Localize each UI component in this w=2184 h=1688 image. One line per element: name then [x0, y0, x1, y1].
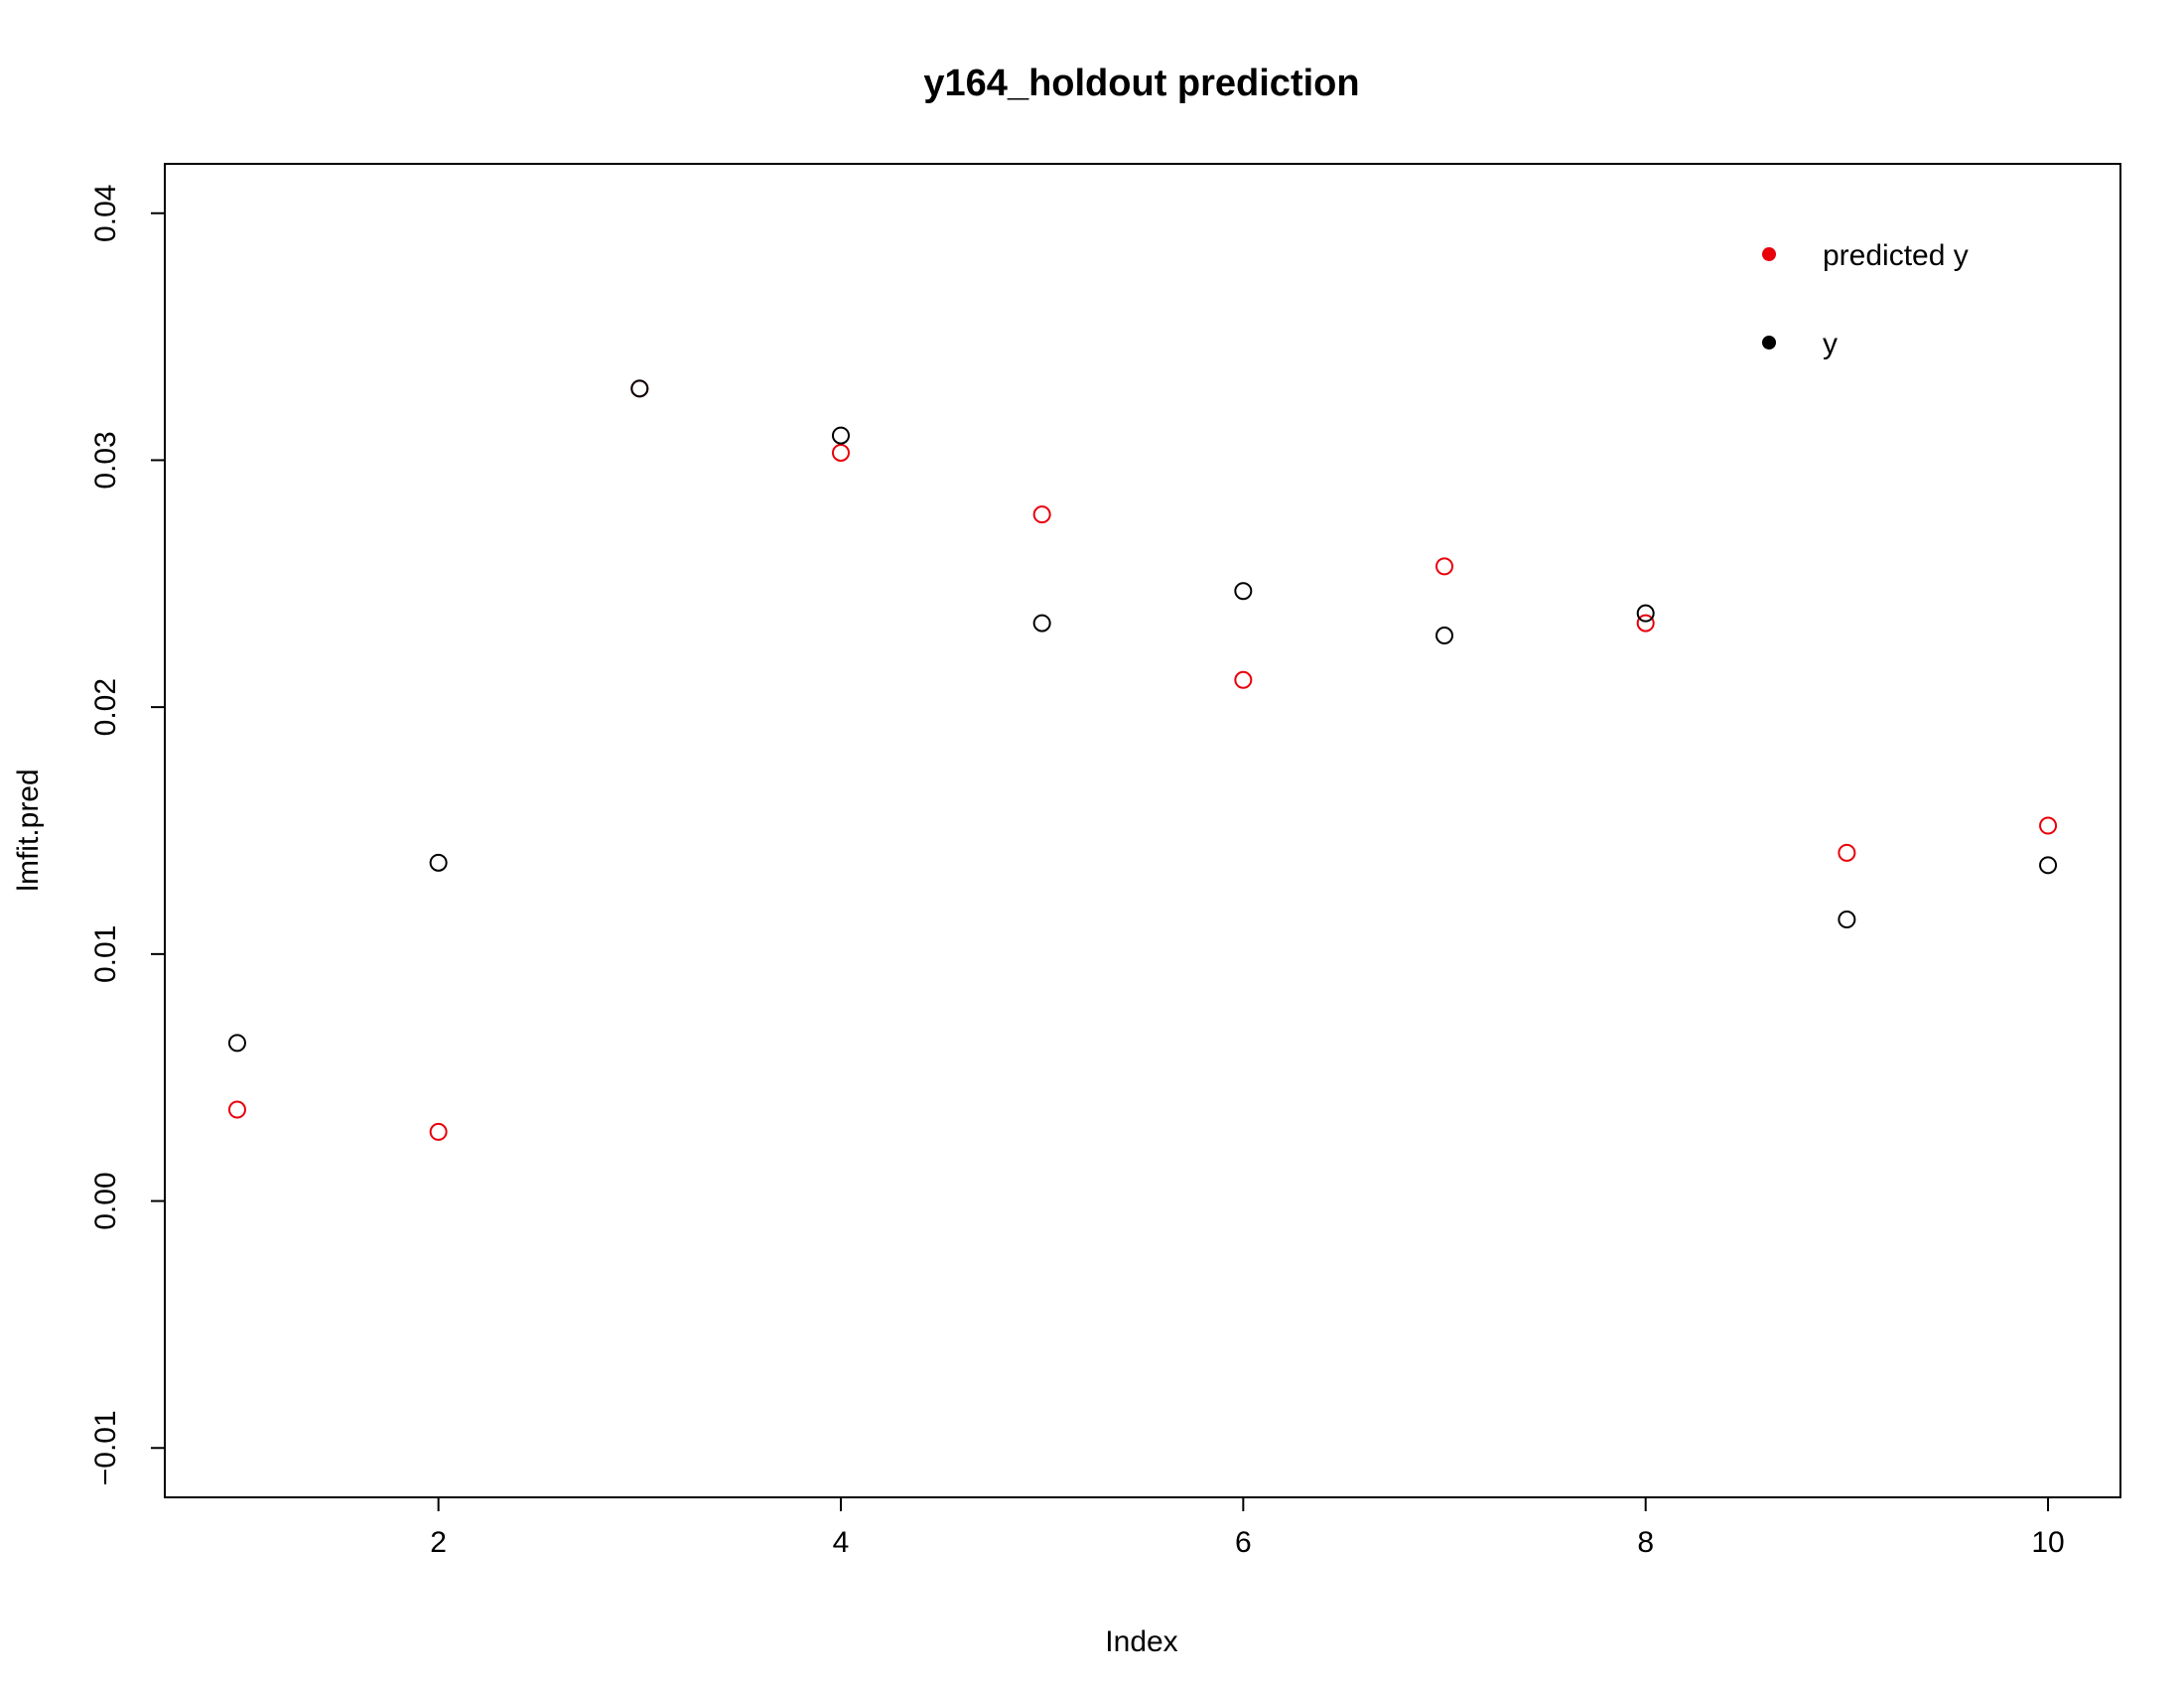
legend-label: predicted y: [1823, 239, 1969, 272]
data-point-y: [1435, 627, 1454, 645]
data-point-predicted-y: [831, 443, 850, 462]
x-tick-label: 6: [1235, 1526, 1252, 1559]
x-tick-label: 8: [1637, 1526, 1654, 1559]
y-tick-label: 0.03: [89, 431, 122, 489]
data-point-y: [831, 426, 850, 445]
data-point-y: [227, 1034, 246, 1053]
y-tick-label: −0.01: [89, 1410, 122, 1485]
data-point-predicted-y: [1636, 614, 1655, 633]
y-tick-label: 0.02: [89, 678, 122, 736]
y-tick-label: 0.01: [89, 925, 122, 983]
x-axis-label: Index: [1105, 1625, 1177, 1658]
data-point-y: [1838, 911, 1856, 929]
data-point-y: [1234, 582, 1253, 601]
x-axis: 2 4 6 8 10: [430, 1496, 2065, 1559]
legend: predicted y y: [1762, 239, 1969, 360]
data-points: [227, 379, 2058, 1141]
y-tick-label: 0.00: [89, 1172, 122, 1229]
x-tick-label: 4: [833, 1526, 850, 1559]
y-axis-label: lmfit.pred: [12, 769, 45, 891]
data-point-predicted-y: [1032, 505, 1051, 524]
x-tick-label: 10: [2031, 1526, 2064, 1559]
data-point-predicted-y: [429, 1122, 448, 1141]
data-point-predicted-y: [1435, 557, 1454, 576]
legend-marker: [1762, 247, 1776, 261]
data-point-y: [1032, 614, 1051, 633]
chart-title: y164_holdout prediction: [923, 63, 1359, 104]
data-point-predicted-y: [1838, 843, 1856, 862]
data-point-predicted-y: [2039, 816, 2058, 835]
legend-marker: [1762, 336, 1776, 350]
data-point-y: [630, 379, 649, 398]
data-point-y: [1636, 604, 1655, 623]
data-point-y: [2039, 856, 2058, 875]
x-tick-label: 2: [430, 1526, 447, 1559]
y-tick-label: 0.04: [89, 185, 122, 242]
data-point-predicted-y: [1234, 670, 1253, 689]
legend-label: y: [1823, 328, 1838, 360]
data-point-y: [429, 853, 448, 872]
data-point-predicted-y: [227, 1100, 246, 1119]
plot-frame: [164, 163, 2121, 1498]
y-axis: −0.01 0.00 0.01 0.02 0.03 0.04: [89, 185, 166, 1485]
